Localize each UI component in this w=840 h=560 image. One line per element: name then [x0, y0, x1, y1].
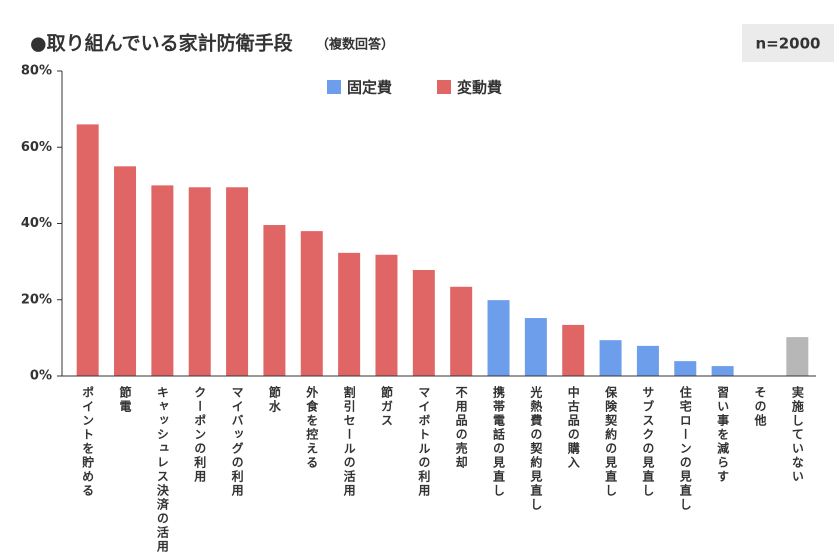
x-tick-label: クーポンの利用 [193, 386, 207, 484]
y-tick-label: 80% [21, 64, 52, 79]
bar [599, 340, 622, 376]
chart-title: ●取り組んでいる家計防衛手段 [30, 32, 294, 55]
bar [338, 252, 361, 376]
x-tick-label: 外食を控える [305, 385, 319, 470]
x-tick-label: 割引セールの活用 [342, 385, 356, 498]
bar [562, 324, 585, 376]
bar [263, 225, 286, 376]
x-tick-label: マイボトルの利用 [417, 386, 431, 498]
x-tick-label: 不用品の売却 [454, 386, 468, 470]
x-tick-label: マイバッグの利用 [230, 386, 244, 498]
x-tick-label: 実施していない [790, 385, 804, 484]
x-tick-label: 節電 [118, 385, 132, 414]
note-box [742, 24, 834, 62]
x-tick-label: その他 [753, 386, 767, 428]
bar [114, 166, 137, 376]
bar [524, 318, 547, 376]
bar [226, 187, 249, 376]
x-tick-label: 携帯電話の見直し [492, 385, 506, 498]
legend-label: 固定費 [347, 79, 392, 97]
bar [450, 286, 473, 376]
x-tick-label: サブスクの見直し [641, 386, 655, 498]
bar [636, 345, 659, 376]
note: n=2000 [756, 35, 821, 53]
x-tick-label: ポイントを貯める [81, 385, 95, 498]
bar [76, 124, 99, 376]
y-tick-label: 0% [30, 369, 52, 384]
x-tick-label: 住宅ローンの見直し [678, 385, 692, 512]
bar [151, 185, 174, 376]
x-tick-label: 節ガス [379, 385, 393, 428]
bar [300, 231, 323, 376]
x-tick-label: 光熱費の契約見直し [529, 385, 543, 512]
bar [711, 366, 734, 376]
x-tick-label: 中古品の購入 [566, 385, 580, 470]
bar [375, 254, 398, 376]
x-tick-label: 節水 [267, 385, 281, 414]
y-tick-label: 40% [21, 216, 52, 231]
x-tick-label: 保険契約の見直し [604, 385, 618, 498]
x-tick-label: キャッシュレス決済の活用 [155, 386, 169, 554]
legend-swatch [327, 80, 341, 94]
bar [674, 361, 697, 376]
bar [188, 187, 211, 376]
legend-swatch [437, 80, 451, 94]
x-tick-label: 習い事を減らす [716, 386, 730, 484]
y-tick-label: 60% [21, 140, 52, 155]
bar [487, 300, 510, 376]
y-tick-label: 20% [21, 292, 52, 307]
legend-label: 変動費 [457, 79, 502, 97]
chart-subtitle: （複数回答） [316, 37, 394, 53]
bar [786, 337, 809, 376]
bar [412, 270, 435, 376]
